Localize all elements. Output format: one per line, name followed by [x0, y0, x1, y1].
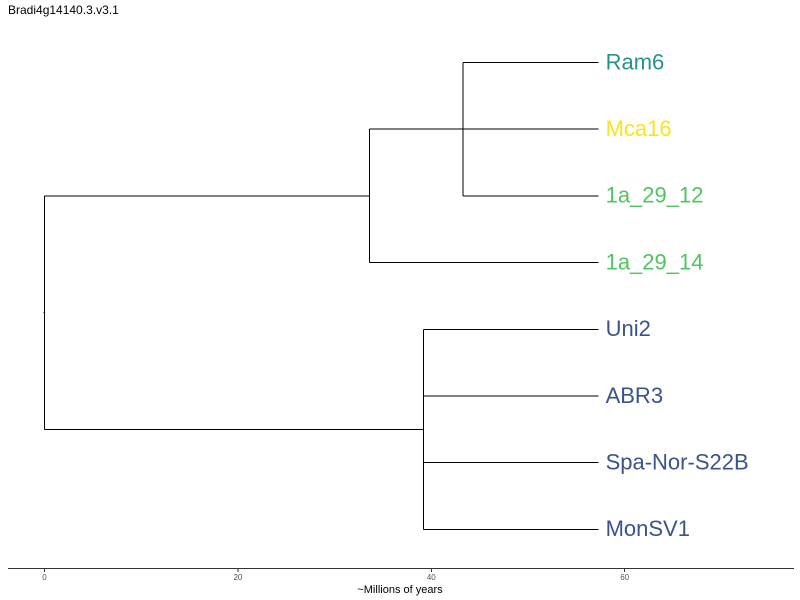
axis-title: ~Millions of years — [357, 584, 443, 596]
tick-label: 60 — [620, 573, 629, 582]
tree-branches — [43, 62, 599, 530]
tip-label: Mca16 — [606, 116, 672, 141]
axis-ticks: 0 20 40 60 — [42, 568, 630, 582]
tick-label: 20 — [233, 573, 242, 582]
tip-label: Ram6 — [606, 49, 665, 74]
tip-label: MonSV1 — [606, 516, 690, 541]
figure-title: Bradi4g14140.3.v3.1 — [8, 3, 119, 17]
tip-labels: Ram6 Mca16 1a_29_12 1a_29_14 Uni2 ABR3 Spa-Nor… — [606, 49, 749, 541]
time-axis: 0 20 40 60 ~Millions of years — [8, 568, 794, 596]
tip-label: ABR3 — [606, 383, 663, 408]
tip-label: 1a_29_12 — [606, 183, 704, 208]
tip-label: 1a_29_14 — [606, 249, 704, 274]
tick-label: 40 — [427, 573, 436, 582]
tip-label: Spa-Nor-S22B — [606, 450, 749, 475]
tip-label: Uni2 — [606, 316, 651, 341]
tick-label: 0 — [42, 573, 47, 582]
